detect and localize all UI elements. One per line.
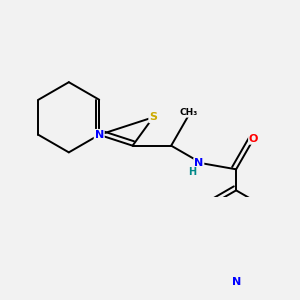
Text: N: N: [232, 277, 241, 286]
Text: N: N: [194, 158, 203, 168]
Text: S: S: [149, 112, 157, 122]
Text: CH₃: CH₃: [180, 108, 198, 117]
Text: H: H: [188, 167, 196, 178]
Text: N: N: [94, 130, 104, 140]
Text: O: O: [249, 134, 258, 144]
